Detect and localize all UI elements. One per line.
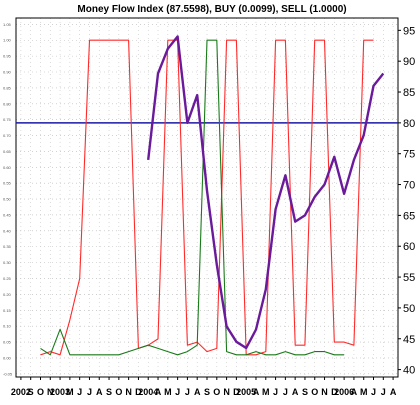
x-tick-label: 2005 [236, 387, 256, 397]
x-tick-label: A [253, 387, 260, 397]
right-tick-label: 50 [403, 303, 415, 315]
left-tick-label: 0.85 [3, 85, 12, 90]
left-tick-label: 0.65 [3, 149, 12, 154]
x-tick-label: A [390, 387, 397, 397]
left-tick-label: -0.05 [3, 371, 13, 376]
left-tick-label: 0.50 [3, 197, 12, 202]
left-tick-label: 0.30 [3, 260, 12, 265]
right-tick-label: 80 [403, 118, 415, 130]
right-tick-label: 40 [403, 365, 415, 377]
x-tick-label: A [194, 387, 201, 397]
x-tick-label: S [302, 387, 308, 397]
x-tick-label: N [223, 387, 230, 397]
sell-signal-line [40, 39, 374, 356]
x-tick-label: A [96, 387, 103, 397]
x-tick-label: D [233, 387, 240, 397]
x-tick-label: A [351, 387, 358, 397]
right-tick-label: 65 [403, 210, 415, 222]
left-tick-label: 0.80 [3, 101, 12, 106]
left-tick-label: 0.45 [3, 212, 12, 217]
x-tick-label: J [283, 387, 288, 397]
axis-layer [15, 17, 401, 380]
x-tick-label: J [77, 387, 82, 397]
x-tick-label: D [331, 387, 338, 397]
x-tick-label: O [37, 387, 44, 397]
x-tick-label: M [360, 387, 368, 397]
x-tick-label: M [164, 387, 172, 397]
left-tick-label: 0.05 [3, 340, 12, 345]
buy-signal-line [40, 39, 345, 356]
label-layer: 1.05 1.00 0.95 0.90 0.85 0.80 0.75 0.70 0.65 0.60… [3, 22, 415, 397]
right-tick-label: 70 [403, 180, 415, 192]
right-tick-label: 45 [403, 334, 415, 346]
left-tick-label: 0.95 [3, 54, 12, 59]
x-tick-label: N [47, 387, 54, 397]
x-tick-label: S [106, 387, 112, 397]
left-tick-label: 0.75 [3, 117, 12, 122]
left-tick-label: 0.90 [3, 70, 12, 75]
right-tick-label: 95 [403, 25, 415, 37]
x-tick-label: O [213, 387, 220, 397]
left-tick-label: 0.60 [3, 165, 12, 170]
x-tick-label: A [292, 387, 299, 397]
x-tick-label: J [185, 387, 190, 397]
x-tick-label: 2006 [334, 387, 354, 397]
left-tick-label: 0.70 [3, 133, 12, 138]
right-tick-label: 90 [403, 56, 415, 68]
left-tick-label: 0.10 [3, 324, 12, 329]
left-tick-label: 1.00 [3, 38, 12, 43]
x-tick-label: J [381, 387, 386, 397]
x-tick-label: J [273, 387, 278, 397]
x-tick-label: S [28, 387, 34, 397]
x-tick-label: 2003 [50, 387, 70, 397]
x-tick-label: O [115, 387, 122, 397]
left-tick-label: 0.20 [3, 292, 12, 297]
right-tick-label: 60 [403, 241, 415, 253]
mfi-line [147, 35, 385, 350]
x-tick-label: N [125, 387, 132, 397]
x-tick-label: N [321, 387, 328, 397]
x-tick-label: J [87, 387, 92, 397]
x-tick-label: M [66, 387, 74, 397]
left-tick-label: 0.40 [3, 228, 12, 233]
chart-title: Money Flow Index (87.5598), BUY (0.0099)… [77, 4, 346, 15]
left-tick-label: 0.15 [3, 308, 12, 313]
x-tick-label: M [262, 387, 270, 397]
right-tick-label: 85 [403, 87, 415, 99]
x-tick-label: A [155, 387, 162, 397]
left-tick-label: 0.25 [3, 276, 12, 281]
right-tick-label: 55 [403, 272, 415, 284]
x-tick-label: 2002 [11, 387, 31, 397]
x-tick-label: J [371, 387, 376, 397]
x-tick-label: 2004 [138, 387, 158, 397]
x-tick-label: O [311, 387, 318, 397]
left-tick-label: 0.00 [3, 355, 12, 360]
left-tick-label: 0.35 [3, 244, 12, 249]
right-tick-label: 75 [403, 149, 415, 161]
left-tick-label: 0.55 [3, 181, 12, 186]
series-layer [16, 35, 398, 356]
left-tick-label: 1.05 [3, 22, 12, 27]
x-tick-label: D [135, 387, 142, 397]
x-tick-label: J [175, 387, 180, 397]
x-tick-label: S [204, 387, 210, 397]
